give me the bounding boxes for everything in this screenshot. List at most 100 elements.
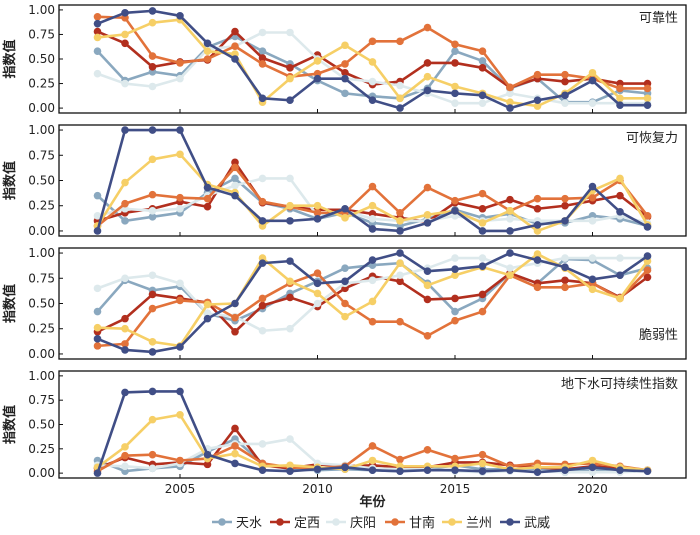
- data-point: [451, 59, 459, 67]
- data-point: [506, 249, 514, 257]
- data-point: [286, 293, 294, 302]
- data-point: [313, 279, 322, 288]
- data-point: [93, 191, 102, 200]
- data-point: [203, 300, 212, 309]
- data-point: [176, 410, 184, 419]
- y-tick-label: 0.75: [28, 271, 55, 285]
- data-point: [93, 307, 102, 316]
- data-point: [93, 33, 102, 42]
- y-axis-label: 指数值: [2, 161, 18, 200]
- data-point: [451, 265, 459, 273]
- data-point: [203, 450, 212, 459]
- data-point: [478, 57, 487, 65]
- data-point: [148, 52, 157, 60]
- y-tick-label: 0.50: [28, 174, 55, 188]
- data-point: [203, 314, 212, 323]
- data-point: [148, 82, 157, 91]
- data-point: [313, 201, 322, 210]
- data-point: [396, 37, 404, 46]
- data-point: [341, 68, 349, 77]
- data-point: [643, 266, 652, 275]
- data-point: [286, 28, 294, 37]
- legend-item: 甘南: [385, 515, 435, 531]
- data-point: [368, 58, 377, 66]
- legend-swatch-marker: [448, 518, 456, 526]
- data-point: [203, 202, 212, 211]
- data-point: [121, 314, 129, 323]
- data-point: [561, 283, 569, 292]
- data-point: [423, 267, 432, 276]
- legend-item: 定西: [270, 516, 320, 531]
- data-point: [368, 456, 377, 465]
- data-point: [121, 340, 129, 348]
- data-point: [286, 277, 294, 286]
- data-point: [451, 99, 459, 107]
- y-axis-label: 指数值: [2, 405, 18, 444]
- data-point: [368, 37, 377, 46]
- data-point: [341, 299, 349, 308]
- data-point: [93, 342, 102, 350]
- legend-item: 兰州: [442, 516, 492, 531]
- data-point: [341, 264, 349, 272]
- data-point: [176, 59, 184, 67]
- data-point: [148, 155, 157, 164]
- data-point: [368, 225, 377, 233]
- data-point: [176, 204, 184, 213]
- data-point: [148, 190, 157, 199]
- data-point: [93, 12, 102, 21]
- data-point: [176, 279, 184, 288]
- y-tick-label: 0.50: [28, 297, 55, 311]
- data-point: [478, 290, 487, 299]
- panel-title: 可靠性: [639, 11, 678, 26]
- data-point: [313, 465, 322, 474]
- data-point: [121, 9, 129, 17]
- data-point: [148, 304, 157, 313]
- legend-item: 武威: [500, 516, 550, 531]
- data-point: [286, 461, 294, 470]
- data-point: [588, 99, 597, 107]
- x-tick-label: 2010: [302, 482, 333, 496]
- y-tick-label: 1.00: [28, 246, 55, 260]
- data-point: [258, 294, 267, 303]
- data-point: [93, 469, 102, 477]
- legend-swatch-marker: [218, 518, 226, 526]
- data-point: [176, 193, 184, 202]
- data-point: [561, 91, 569, 100]
- legend-label: 甘南: [409, 515, 435, 531]
- data-point: [533, 204, 542, 213]
- y-tick-label: 1.00: [28, 123, 55, 137]
- y-tick-label: 0.00: [28, 347, 55, 361]
- data-point: [368, 215, 377, 223]
- data-point: [313, 215, 322, 223]
- data-point: [396, 227, 404, 235]
- data-point: [258, 60, 267, 68]
- data-point: [148, 63, 157, 71]
- data-point: [231, 174, 239, 183]
- data-point: [148, 290, 157, 299]
- panel-title: 脆弱性: [639, 327, 678, 343]
- data-point: [286, 96, 294, 105]
- data-point: [286, 217, 294, 225]
- data-point: [313, 299, 322, 308]
- data-point: [148, 450, 157, 459]
- data-point: [396, 455, 404, 464]
- data-point: [616, 271, 624, 280]
- data-point: [368, 182, 377, 191]
- data-point: [561, 466, 569, 475]
- data-point: [533, 468, 542, 476]
- data-point: [121, 126, 129, 134]
- data-point: [478, 64, 487, 72]
- data-point: [451, 271, 459, 280]
- data-point: [506, 104, 514, 112]
- data-point: [616, 254, 624, 262]
- y-tick-label: 0.00: [28, 466, 55, 480]
- data-point: [451, 254, 459, 262]
- y-tick-label: 0.25: [28, 322, 55, 336]
- data-point: [93, 69, 102, 78]
- data-point: [423, 281, 432, 290]
- data-point: [148, 7, 157, 15]
- data-point: [121, 217, 129, 225]
- data-point: [286, 435, 294, 443]
- y-axis-label: 指数值: [2, 284, 18, 323]
